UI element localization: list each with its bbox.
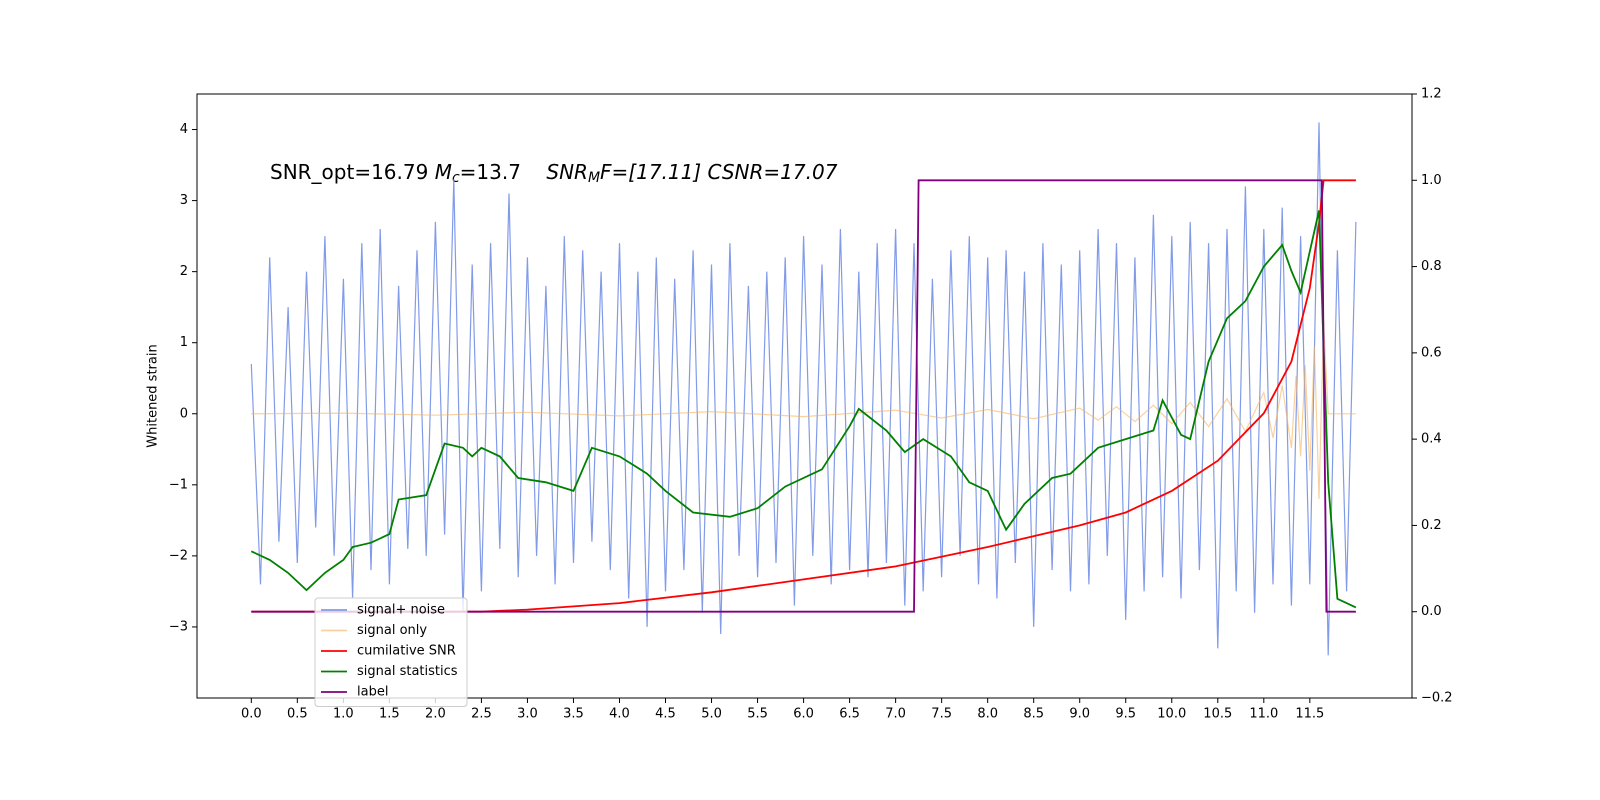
x-tick-label: 2.0 (425, 707, 446, 722)
annotation: SNR_opt=16.79 Mc=13.7 SNRMF=[17.11] CSNR… (270, 160, 838, 187)
x-tick-label: 10.5 (1203, 707, 1232, 722)
x-tick-label: 1.5 (379, 707, 400, 722)
y-tick-label: 4 (180, 122, 188, 137)
y-axis-label: Whitened strain (146, 344, 161, 447)
x-tick-label: 4.5 (655, 707, 676, 722)
x-tick-label: 10.0 (1157, 707, 1186, 722)
y2-tick-label: 1.0 (1421, 173, 1442, 188)
x-tick-label: 9.5 (1115, 707, 1136, 722)
x-tick-label: 4.0 (609, 707, 630, 722)
series-line (250, 122, 1357, 656)
plot-frame (196, 93, 1413, 699)
series-line (250, 210, 1357, 609)
x-tick-label: 0.5 (287, 707, 308, 722)
y2-tick-label: 0.2 (1421, 518, 1442, 533)
x-tick-label: 3.0 (517, 707, 538, 722)
x-tick-label: 11.5 (1295, 707, 1324, 722)
legend-label: signal only (357, 623, 427, 638)
x-tick-label: 7.0 (885, 707, 906, 722)
y2-tick-label: 0.4 (1421, 432, 1442, 447)
x-tick-label: 5.0 (701, 707, 722, 722)
x-tick-label: 6.5 (839, 707, 860, 722)
x-tick-label: 3.5 (563, 707, 584, 722)
y2-tick-label: 0.6 (1421, 345, 1442, 360)
legend-label: cumilative SNR (357, 644, 456, 659)
x-tick-label: 9.0 (1069, 707, 1090, 722)
y-tick-label: −2 (169, 548, 188, 563)
y2-tick-label: 0.0 (1421, 604, 1442, 619)
series-line (251, 321, 1356, 500)
legend-label: signal+ noise (357, 603, 445, 618)
x-tick-label: 0.0 (241, 707, 262, 722)
y-tick-label: 2 (180, 264, 188, 279)
x-tick-label: 7.5 (931, 707, 952, 722)
y2-tick-label: −0.2 (1421, 691, 1453, 706)
y-tick-label: −3 (169, 619, 188, 634)
y2-tick-label: 0.8 (1421, 259, 1442, 274)
y-tick-label: 3 (180, 193, 188, 208)
series-line (251, 179, 1356, 613)
legend-label: label (357, 685, 388, 700)
x-tick-label: 6.0 (793, 707, 814, 722)
x-tick-label: 2.5 (471, 707, 492, 722)
x-tick-label: 11.0 (1249, 707, 1278, 722)
y2-tick-label: 1.2 (1421, 87, 1442, 102)
legend-box (314, 597, 468, 707)
x-tick-label: 5.5 (747, 707, 768, 722)
y-tick-label: 1 (180, 335, 188, 350)
x-tick-label: 1.0 (333, 707, 354, 722)
y-tick-label: 0 (180, 406, 188, 421)
legend-label: signal statistics (357, 664, 458, 679)
series-line (251, 179, 1356, 613)
x-tick-label: 8.5 (1023, 707, 1044, 722)
x-tick-label: 8.0 (977, 707, 998, 722)
y-tick-label: −1 (169, 477, 188, 492)
